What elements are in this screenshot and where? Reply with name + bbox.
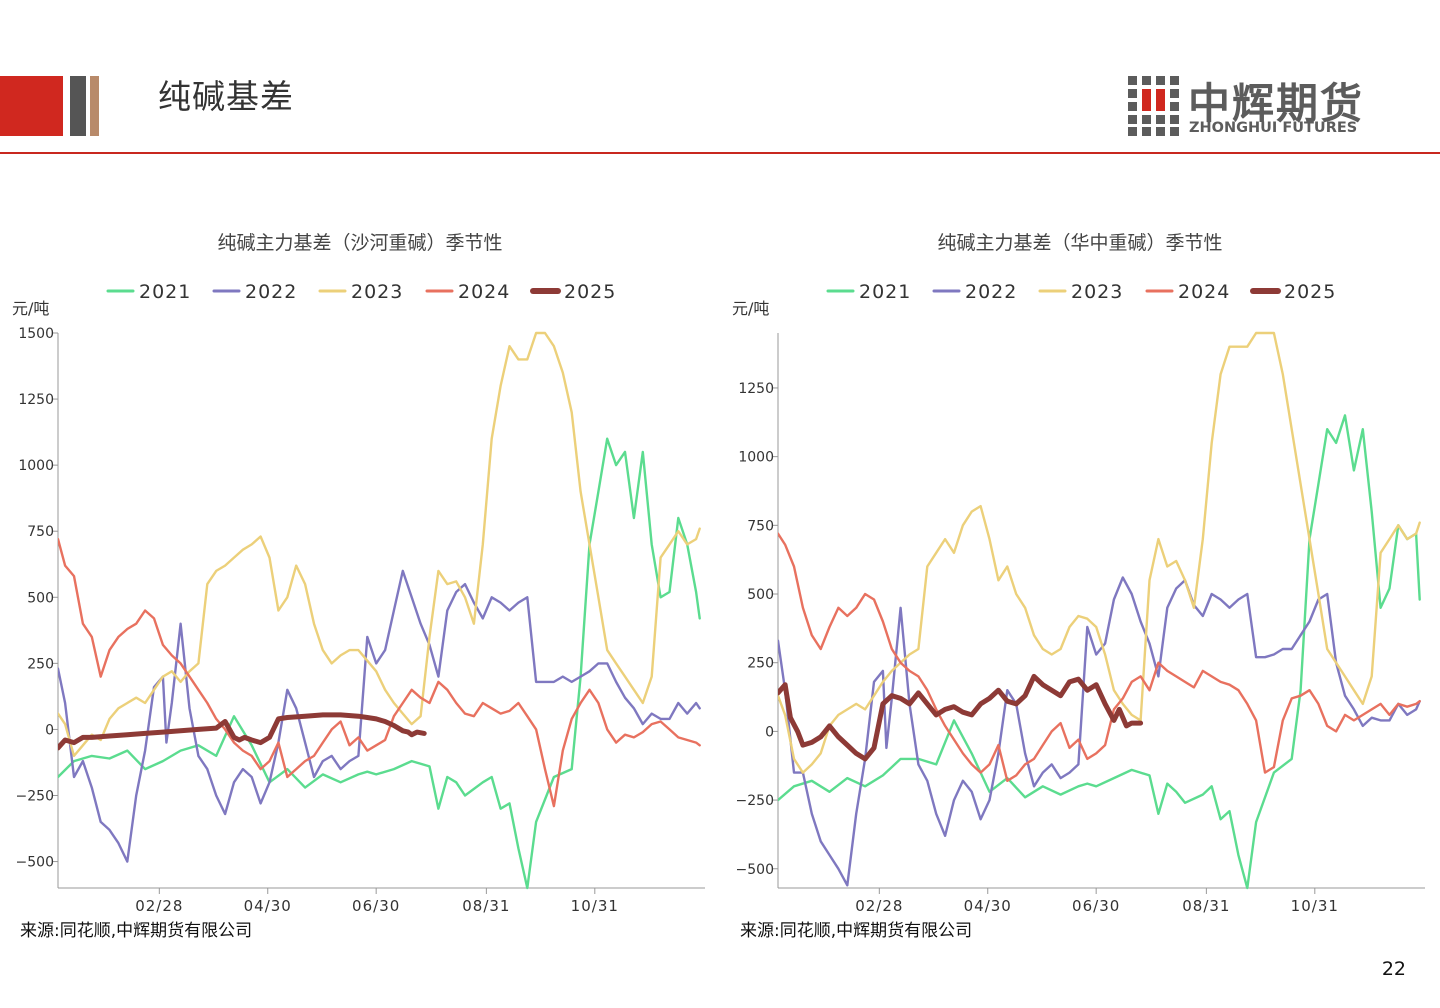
page-title: 纯碱基差	[158, 77, 294, 116]
series-group	[778, 331, 1421, 890]
series-line-2024	[778, 532, 1421, 782]
legend-label: 2021	[139, 281, 191, 303]
y-tick-label: 1000	[18, 458, 54, 474]
legend-label: 2022	[245, 281, 297, 303]
zhonghui-logo-icon	[1128, 76, 1179, 136]
header-divider	[0, 152, 1440, 154]
legend-label: 2024	[1178, 281, 1230, 303]
source-note: 来源:同花顺,中辉期货有限公司	[20, 921, 253, 941]
header-gray-bar	[70, 76, 86, 136]
x-tick-label: 04/30	[964, 897, 1012, 915]
legend-label: 2025	[1284, 281, 1336, 303]
x-tick-label: 02/28	[855, 897, 903, 915]
y-tick-label: −500	[736, 862, 774, 878]
y-tick-label: 1250	[738, 381, 774, 397]
y-tick-label: −500	[16, 855, 54, 871]
series-line-2021	[778, 414, 1421, 890]
x-tick-label: 10/31	[571, 897, 619, 915]
header-tan-bar	[90, 76, 99, 136]
y-tick-label: 750	[27, 524, 54, 540]
series-group	[58, 331, 701, 890]
y-tick-label: 1000	[738, 450, 774, 466]
legend-label: 2023	[1071, 281, 1123, 303]
x-tick-label: 08/31	[462, 897, 510, 915]
y-axis-label: 元/吨	[12, 299, 49, 318]
chart-plot-huazhong: 元/吨 −500 −250 0 250 500 750 1000 1250 02/28 04/30 0…	[732, 281, 1425, 915]
series-line-2025	[58, 712, 427, 751]
chart-title: 纯碱主力基差（沙河重碱）季节性	[217, 232, 503, 254]
logo-chinese-name: 中辉期货	[1188, 79, 1365, 128]
x-tick-label: 10/31	[1291, 897, 1339, 915]
y-tick-label: 1250	[18, 392, 54, 408]
series-line-2021	[58, 437, 701, 890]
y-tick-label: 250	[747, 656, 774, 672]
y-tick-label: 500	[27, 590, 54, 606]
y-tick-label: 0	[765, 724, 774, 740]
legend-label: 2023	[351, 281, 403, 303]
y-tick-label: 1500	[18, 326, 54, 342]
y-tick-label: 750	[747, 518, 774, 534]
y-tick-label: −250	[736, 793, 774, 809]
header-red-block	[0, 76, 63, 136]
legend-label: 2022	[965, 281, 1017, 303]
y-tick-label: 0	[45, 722, 54, 738]
legend-label: 2025	[564, 281, 616, 303]
x-tick-label: 08/31	[1182, 897, 1230, 915]
logo-english-name: ZHONGHUI FUTURES	[1189, 120, 1358, 136]
series-line-2023	[778, 331, 1421, 774]
x-tick-label: 06/30	[1072, 897, 1120, 915]
source-note: 来源:同花顺,中辉期货有限公司	[740, 921, 973, 941]
chart-shahe: 纯碱主力基差（沙河重碱）季节性 元/吨 −500 −250 0 250 500 750 100…	[0, 220, 720, 950]
series-line-2022	[778, 576, 1421, 887]
chart-plot-shahe: 元/吨 −500 −250 0 250 500 750 1000 1250 1500 02/28 04…	[12, 281, 705, 915]
legend-label: 2024	[458, 281, 510, 303]
series-line-2023	[58, 331, 701, 758]
legend-label: 2021	[859, 281, 911, 303]
chart-title: 纯碱主力基差（华中重碱）季节性	[937, 232, 1223, 254]
series-line-2022	[58, 569, 701, 863]
page-number: 22	[1381, 958, 1406, 980]
series-line-2025	[778, 673, 1144, 762]
y-axis-label: 元/吨	[732, 299, 769, 318]
x-tick-label: 02/28	[135, 897, 183, 915]
x-tick-label: 04/30	[244, 897, 292, 915]
y-tick-label: 500	[747, 587, 774, 603]
y-tick-label: −250	[16, 789, 54, 805]
x-tick-label: 06/30	[352, 897, 400, 915]
y-tick-label: 250	[27, 656, 54, 672]
chart-huazhong: 纯碱主力基差（华中重碱）季节性 元/吨 −500 −250 0 250 500 750 100…	[720, 220, 1440, 950]
series-line-2024	[58, 537, 701, 808]
